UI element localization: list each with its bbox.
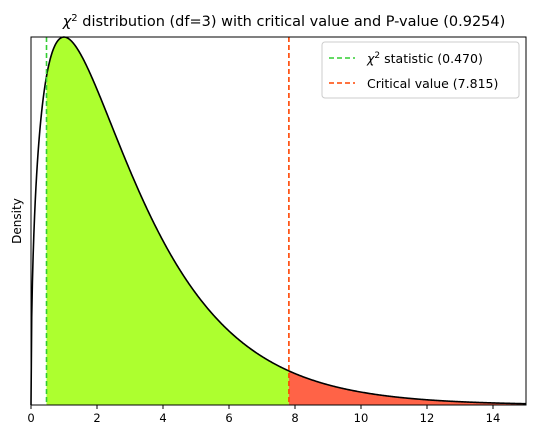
x-tick-label: 0 xyxy=(27,411,34,425)
legend-box xyxy=(321,41,520,99)
rejection-region-fill xyxy=(288,370,526,405)
chart-title: χ2 distribution (df=3) with critical val… xyxy=(62,13,506,31)
y-axis-label: Density xyxy=(10,198,24,244)
x-tick-label: 4 xyxy=(159,411,166,425)
acceptance-region-fill xyxy=(46,37,289,406)
plot-area xyxy=(30,36,527,406)
x-tick-label: 12 xyxy=(420,411,435,425)
x-axis-ticks: 0 2 4 6 8 10 12 14 xyxy=(27,405,500,425)
legend-critical-label: Critical value (7.815) xyxy=(367,76,498,91)
legend: χ2 statistic (0.470) Critical value (7.8… xyxy=(321,41,520,99)
x-tick-label: 10 xyxy=(354,411,369,425)
x-tick-label: 8 xyxy=(291,411,298,425)
density-curve xyxy=(30,36,527,406)
x-tick-label: 6 xyxy=(225,411,232,425)
x-tick-label: 14 xyxy=(486,411,501,425)
x-tick-label: 2 xyxy=(93,411,100,425)
axes-frame xyxy=(30,36,527,406)
legend-statistic-label: χ2 statistic (0.470) xyxy=(366,51,483,66)
